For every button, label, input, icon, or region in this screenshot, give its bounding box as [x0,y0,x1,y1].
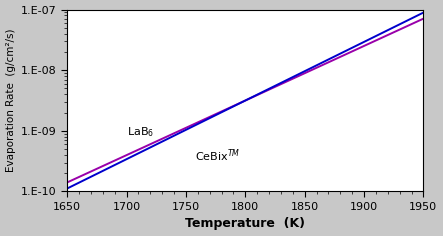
Y-axis label: Evaporation Rate  (g/cm²/s): Evaporation Rate (g/cm²/s) [6,29,16,172]
X-axis label: Temperature  (K): Temperature (K) [185,217,305,230]
Text: LaB$_6$: LaB$_6$ [127,125,154,139]
Text: CeBix$^{TM}$: CeBix$^{TM}$ [195,148,241,164]
